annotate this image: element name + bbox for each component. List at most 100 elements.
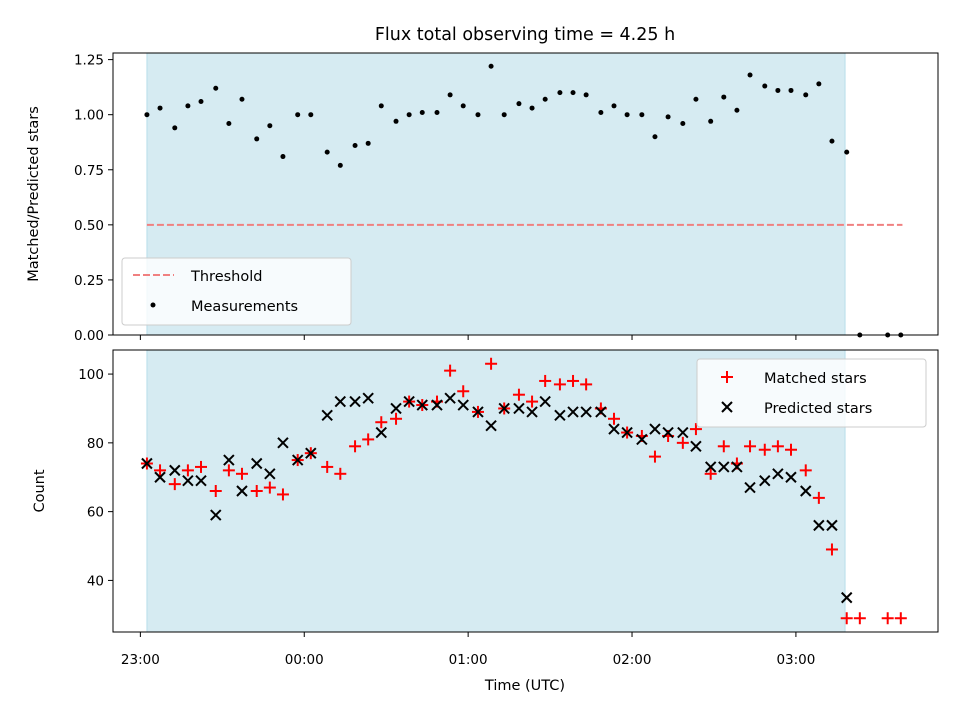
predicted-star-point [444, 392, 456, 404]
predicted-star-point [513, 402, 525, 415]
predicted-stars-points [141, 392, 853, 604]
measurement-point [788, 87, 794, 93]
predicted-star-point [718, 461, 730, 473]
x-tick-label: 00:00 [285, 652, 324, 668]
matched-star-point [717, 440, 730, 453]
x-axis-label: Time (UTC) [484, 678, 565, 694]
predicted-star-point [554, 409, 566, 422]
predicted-star-point [662, 426, 674, 439]
measurement-point [185, 103, 191, 109]
predicted-star-point [744, 481, 756, 494]
matched-star-point [334, 467, 347, 480]
predicted-star-point [567, 406, 579, 418]
measurement-point [557, 90, 563, 96]
matched-star-point [539, 374, 552, 387]
matched-star-point [758, 443, 771, 456]
matched-star-point [444, 364, 457, 377]
predicted-star-point [457, 399, 469, 411]
measurement-point [529, 105, 535, 111]
y-tick-label: 100 [78, 367, 104, 383]
matched-star-point [235, 467, 248, 480]
matched-star-point [812, 491, 825, 504]
measurement-points [144, 63, 904, 338]
predicted-star-point [595, 406, 607, 418]
measurement-point [542, 96, 548, 102]
matched-star-point [485, 357, 498, 370]
predicted-star-point [731, 461, 743, 473]
predicted-star-point [580, 406, 592, 418]
matched-star-point [390, 412, 403, 425]
predicted-star-point [277, 437, 289, 449]
matched-stars-points [140, 357, 907, 625]
predicted-legend-swatch [721, 401, 733, 413]
matched-star-point [263, 481, 276, 494]
matched-star-point [276, 488, 289, 501]
predicted-star-point [472, 406, 484, 418]
measurement-point [598, 109, 604, 115]
predicted-star-point [608, 423, 620, 435]
predicted-star-point [264, 468, 276, 480]
measurement-point [295, 112, 301, 118]
measurement-point [352, 143, 358, 149]
predicted-star-point [375, 426, 387, 439]
predicted-star-point [800, 485, 812, 497]
predicted-star-point [390, 402, 402, 415]
predicted-star-point [223, 454, 235, 466]
matched-star-point [607, 412, 620, 425]
matched-star-point [321, 460, 334, 473]
matched-star-point [526, 395, 539, 408]
predicted-star-point [334, 395, 347, 408]
matched-star-point [784, 443, 797, 456]
chart-title: Flux total observing time = 4.25 h [375, 25, 675, 45]
matched-star-point [209, 485, 222, 497]
measurement-point [172, 125, 178, 131]
predicted-star-point [690, 440, 702, 452]
predicted-star-point [826, 519, 838, 532]
measurement-point [157, 105, 163, 111]
y-tick-label: 60 [87, 505, 104, 521]
measurement-point [280, 154, 286, 160]
matched-star-point [567, 374, 580, 387]
predicted-star-point [539, 395, 551, 408]
matched-star-point [250, 485, 263, 497]
y-tick-label: 1.00 [74, 108, 104, 124]
predicted-star-point [621, 426, 633, 439]
matched-star-point [375, 416, 388, 429]
measurement-point [734, 107, 740, 113]
matched-star-point [154, 464, 167, 477]
measurement-point [324, 149, 330, 155]
predicted-star-point [785, 471, 797, 483]
bottom-panel: 40 60 80 100 23:00 00:00 01:00 02:00 03:00 Coun… [32, 349, 939, 694]
measurement-point [406, 112, 412, 118]
predicted-star-point [195, 474, 207, 487]
measurement-point [762, 83, 768, 89]
matched-star-point [512, 388, 525, 401]
x-tick-label: 23:00 [121, 652, 160, 668]
measurement-point [747, 72, 753, 78]
predicted-star-point [291, 454, 304, 466]
matched-star-point [168, 478, 181, 491]
matched-star-point [853, 612, 866, 625]
predicted-star-point [841, 591, 853, 604]
predicted-star-point [759, 474, 771, 487]
y-tick-label: 0.00 [74, 328, 104, 344]
measurement-point [803, 92, 809, 98]
top-legend: Threshold Measurements [121, 257, 352, 326]
bottom-y-ticks: 40 60 80 100 [78, 367, 113, 589]
measurement-point [516, 101, 522, 107]
matched-star-point [181, 464, 194, 477]
predicted-star-point [251, 457, 263, 470]
measurement-point [460, 103, 466, 109]
measurement-point [393, 118, 399, 124]
predicted-star-point [772, 468, 784, 480]
measurement-point [226, 121, 232, 126]
measurement-point [365, 140, 371, 146]
top-x-ticks [139, 335, 797, 340]
matched-star-point [580, 378, 593, 391]
matched-star-point [840, 612, 853, 625]
x-tick-label: 03:00 [776, 652, 815, 668]
measurement-point [501, 112, 507, 118]
y-tick-label: 40 [87, 573, 104, 589]
matched-star-point [799, 464, 812, 477]
matched-star-point [349, 440, 362, 453]
